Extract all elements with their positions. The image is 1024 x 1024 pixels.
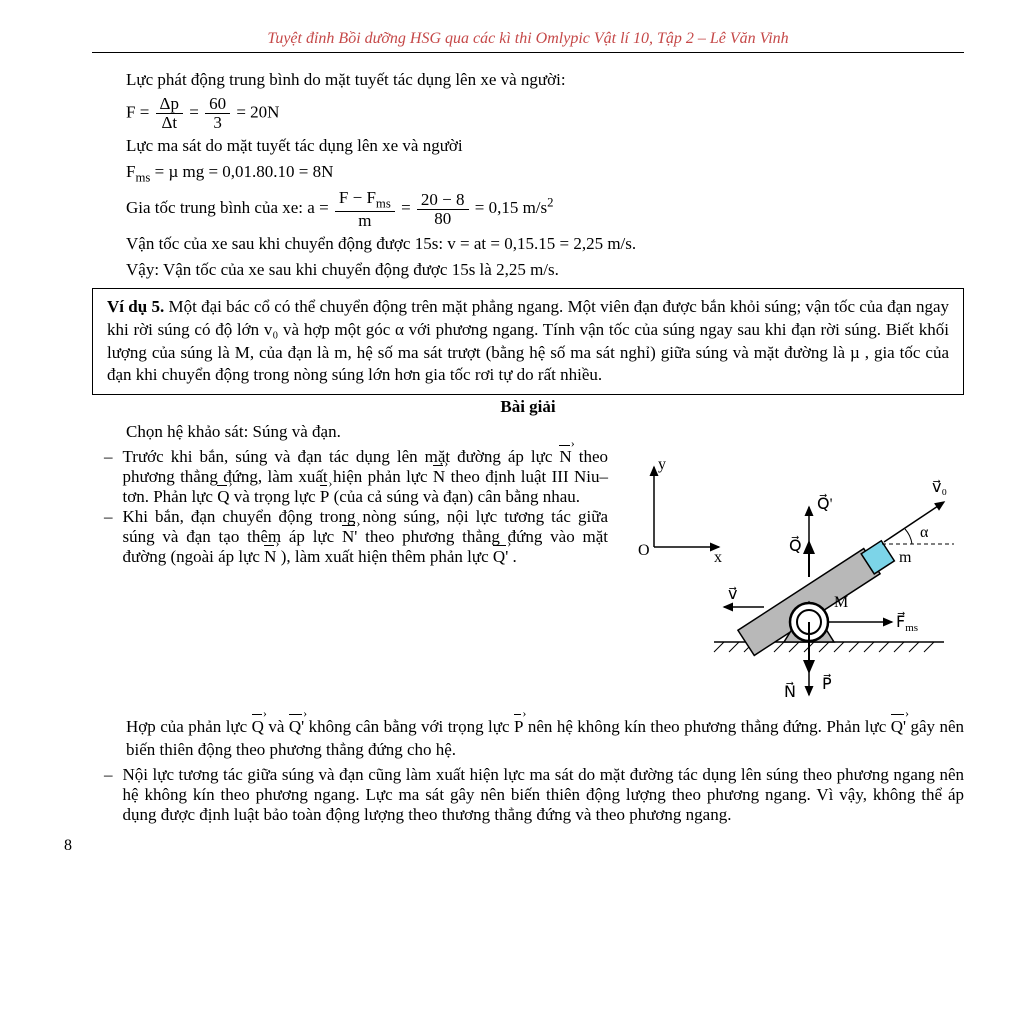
label-M: M (834, 594, 848, 611)
label-v0: v⃗₀ (932, 479, 947, 496)
superscript: 2 (547, 196, 553, 210)
dash-icon: – (104, 765, 113, 785)
frac-60-3: 60 3 (203, 95, 232, 132)
vector-N: N (559, 447, 571, 467)
text-line: Vậy: Vận tốc của xe sau khi chuyển động … (92, 259, 964, 282)
equation-a: Gia tốc trung bình của xe: a = F − Fms m… (92, 189, 964, 230)
label-O: O (638, 542, 650, 559)
label-m: m (899, 549, 912, 566)
numerator: Δp (156, 95, 183, 114)
label-alpha: α (920, 524, 929, 541)
text-line: Lực phát động trung bình do mặt tuyết tá… (92, 69, 964, 92)
numerator: 20 − 8 (417, 191, 469, 210)
label-N: N⃗ (784, 681, 796, 701)
header-rule (92, 52, 964, 53)
paragraph: Hợp của phản lực Q và Q' không cân bằng … (92, 716, 964, 762)
book-header: Tuyệt đỉnh Bồi dưỡng HSG qua các kì thi … (92, 30, 964, 48)
equals: = (189, 102, 199, 121)
eq-prefix: F = (126, 102, 149, 121)
vector-Qp: Q' (891, 716, 906, 739)
eq-prefix: Gia tốc trung bình của xe: a = (126, 198, 329, 217)
bullet-item: – Khi bắn, đạn chuyển động trong nòng sú… (104, 507, 608, 567)
bullet-content: Khi bắn, đạn chuyển động trong nòng súng… (123, 507, 609, 567)
bullet-content: Nội lực tương tác giữa súng và đạn cũng … (123, 765, 965, 825)
vector-Qp: Q' (493, 547, 508, 567)
vector-N: N (433, 467, 445, 487)
label-y: y (658, 456, 666, 473)
numerator: F − Fms (335, 189, 395, 212)
frac-dp-dt: Δp Δt (154, 95, 185, 132)
numerator: 60 (205, 95, 230, 114)
eq-rest: = µ mg = 0,01.80.10 = 8N (150, 162, 333, 181)
example-box: Ví dụ 5. Một đại bác cổ có thể chuyển độ… (92, 288, 964, 396)
bullet-item: – Trước khi bắn, súng và đạn tác dụng lê… (104, 447, 608, 507)
solution-title: Bài giải (92, 397, 964, 417)
equation-Fms: Fms = µ mg = 0,01.80.10 = 8N (92, 161, 964, 187)
physics-diagram: y x O (624, 447, 964, 712)
example-label: Ví dụ 5. (107, 297, 164, 316)
label-x: x (714, 549, 722, 566)
vector-Q: Q (217, 487, 229, 507)
bullet-content: Trước khi bắn, súng và đạn tác dụng lên … (123, 447, 609, 507)
text-line: Chọn hệ khảo sát: Súng và đạn. (92, 421, 964, 444)
denominator: Δt (156, 114, 183, 132)
eq-suffix: = 0,15 m/s (475, 198, 547, 217)
page-number: 8 (64, 837, 964, 855)
equation-F: F = Δp Δt = 60 3 = 20N (92, 95, 964, 132)
eq-suffix: = 20N (236, 102, 279, 121)
vector-P: P (514, 716, 523, 739)
frac-numeric: 20 − 8 80 (415, 191, 471, 228)
label-P: P⃗ (822, 673, 832, 693)
bullet-item: – Nội lực tương tác giữa súng và đạn cũn… (104, 765, 964, 825)
equals: = (401, 198, 411, 217)
frac-F-Fms-m: F − Fms m (333, 189, 397, 230)
label-Q: Q⃗ (789, 535, 802, 555)
label-v: v⃗ (728, 586, 737, 603)
example-body: Một đại bác cổ có thể chuyển động trên m… (107, 297, 949, 385)
vector-N: N (264, 547, 276, 567)
subscript: ms (135, 170, 150, 184)
vector-Qp: Q' (289, 716, 304, 739)
denominator: m (335, 212, 395, 230)
dash-icon: – (104, 447, 113, 467)
example-text: Ví dụ 5. Một đại bác cổ có thể chuyển độ… (107, 296, 949, 388)
denominator: 80 (417, 210, 469, 228)
denominator: 3 (205, 114, 230, 132)
label-Fms: F⃗ms (896, 611, 918, 634)
text-line: Vận tốc của xe sau khi chuyển động được … (92, 233, 964, 256)
vector-P: P (320, 487, 329, 507)
label-Qp: Q⃗' (817, 493, 833, 513)
text-line: Lực ma sát do mặt tuyết tác dụng lên xe … (92, 135, 964, 158)
dash-icon: – (104, 507, 113, 527)
vector-Q: Q (252, 716, 264, 739)
vector-Np: N' (342, 527, 357, 547)
